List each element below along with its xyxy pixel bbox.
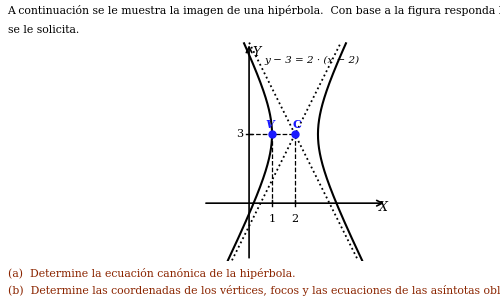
Text: se le solicita.: se le solicita. — [8, 25, 79, 35]
Text: 2: 2 — [292, 214, 298, 224]
Text: C: C — [292, 119, 302, 130]
Text: V: V — [265, 119, 274, 130]
Text: 1: 1 — [268, 214, 276, 224]
Text: Y: Y — [252, 46, 261, 59]
Text: (b)  Determine las coordenadas de los vértices, focos y las ecuaciones de las as: (b) Determine las coordenadas de los vér… — [8, 285, 500, 296]
Text: X: X — [379, 201, 388, 214]
Text: A continuación se le muestra la imagen de una hipérbola.  Con base a la figura r: A continuación se le muestra la imagen d… — [8, 5, 500, 15]
Text: 3: 3 — [236, 129, 244, 139]
Text: (a)  Determine la ecuación canónica de la hipérbola.: (a) Determine la ecuación canónica de la… — [8, 268, 295, 279]
Text: y − 3 = 2 · (x − 2): y − 3 = 2 · (x − 2) — [264, 56, 360, 65]
